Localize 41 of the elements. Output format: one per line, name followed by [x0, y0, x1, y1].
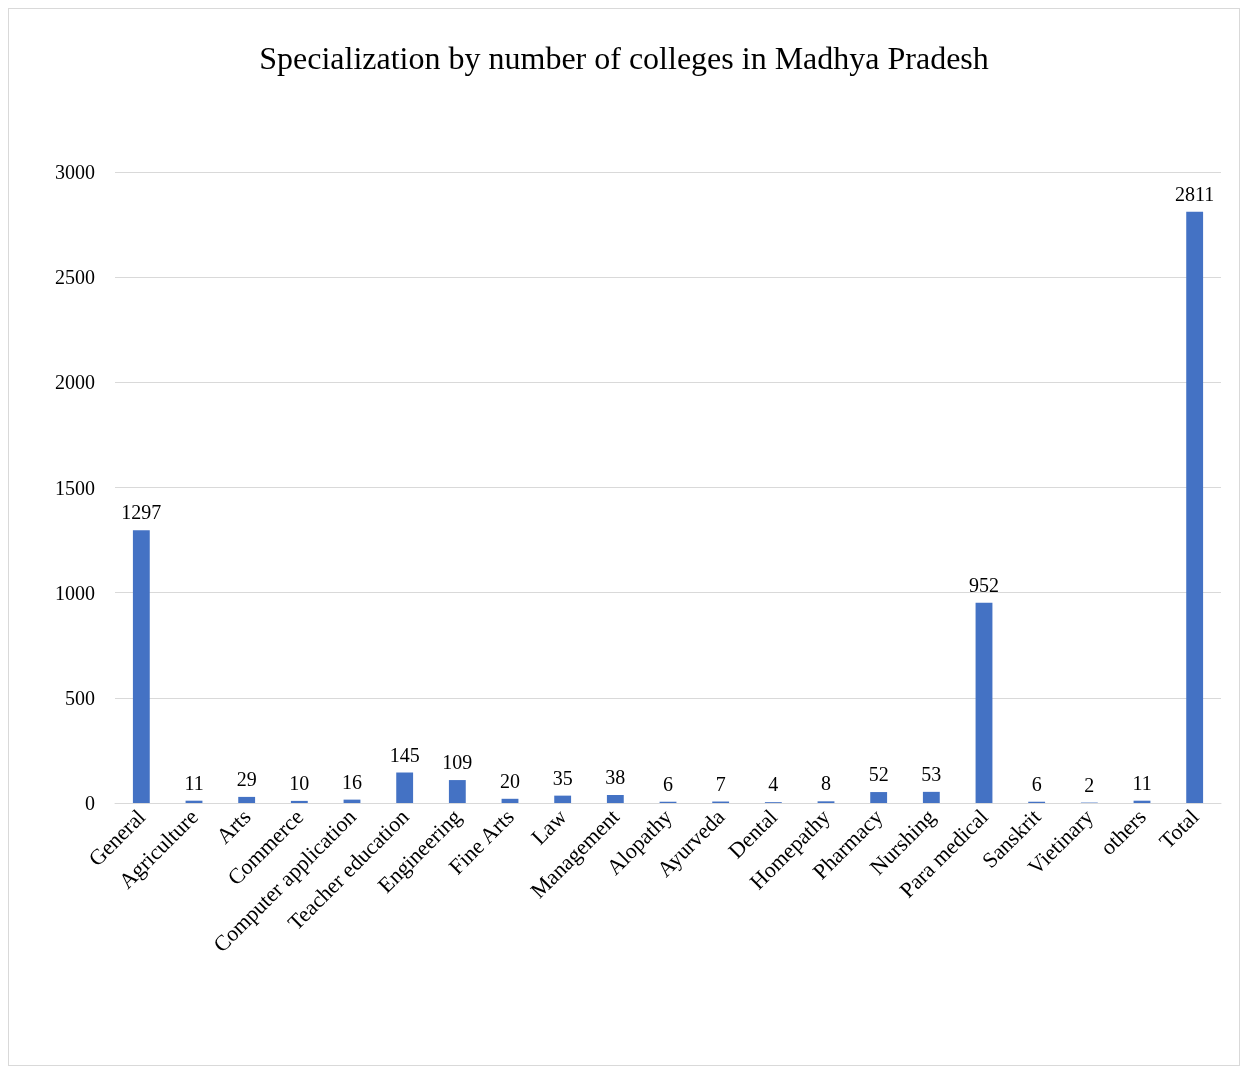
bar [554, 795, 572, 803]
data-label: 6 [1031, 772, 1042, 795]
data-label: 4 [768, 773, 779, 796]
data-label: 145 [389, 743, 420, 766]
data-label: 2811 [1175, 182, 1215, 205]
data-label: 1297 [121, 501, 162, 524]
data-label: 52 [868, 763, 889, 786]
data-label: 29 [236, 767, 257, 790]
data-label: 20 [500, 769, 520, 792]
data-label: 6 [663, 772, 673, 795]
bar [922, 791, 940, 803]
y-tick-label: 2000 [55, 371, 95, 394]
bar [238, 796, 256, 803]
bar [501, 798, 519, 803]
y-tick-label: 2500 [55, 266, 95, 289]
y-tick-label: 1500 [55, 476, 95, 499]
data-label: 7 [715, 772, 726, 795]
bar [396, 772, 414, 803]
y-tick-label: 3000 [55, 161, 95, 183]
bar [290, 800, 308, 803]
data-label: 35 [552, 766, 573, 789]
chart-title: Specialization by number of colleges in Madhya Pradesh [259, 40, 989, 76]
bar [448, 780, 466, 803]
bar [1186, 211, 1204, 803]
data-label: 53 [921, 762, 942, 785]
bar [870, 792, 888, 803]
y-tick-label: 500 [65, 686, 95, 709]
data-label: 109 [442, 751, 473, 774]
bar [975, 602, 993, 803]
data-label: 16 [342, 770, 362, 793]
data-label: 952 [969, 573, 999, 596]
data-label: 8 [821, 772, 831, 795]
data-label: 10 [289, 771, 310, 794]
data-label: 11 [184, 771, 204, 794]
y-tick-label: 1000 [55, 581, 95, 604]
data-label: 11 [1132, 771, 1152, 794]
data-label: 38 [605, 766, 626, 789]
bar [132, 530, 150, 803]
bar [606, 795, 624, 803]
y-tick-label: 0 [85, 792, 95, 814]
data-label: 2 [1084, 773, 1095, 796]
